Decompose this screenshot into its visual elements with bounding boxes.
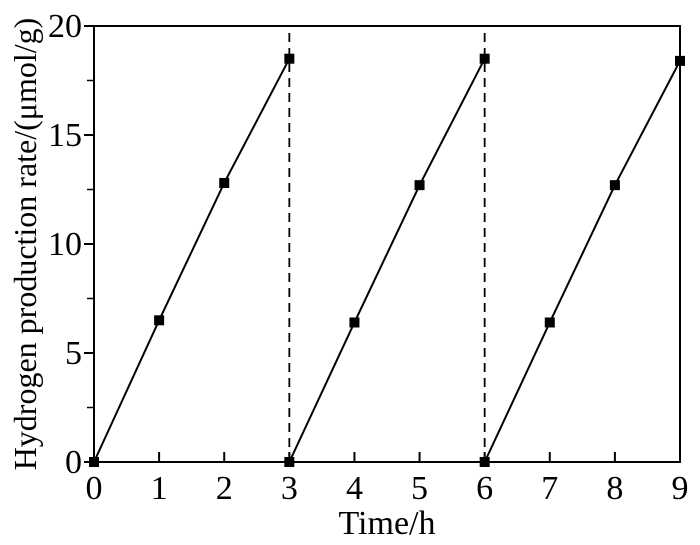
data-point-marker	[544, 317, 555, 328]
series-line-cycle-3	[483, 60, 681, 463]
data-point-marker	[154, 315, 165, 326]
x-axis-title: Time/h	[338, 505, 435, 542]
y-tick-label: 20	[48, 8, 82, 45]
y-tick-label: 15	[48, 117, 82, 154]
x-tick-label: 3	[281, 470, 298, 507]
data-point-marker	[284, 53, 295, 64]
data-point-marker	[349, 317, 360, 328]
x-tick-label: 4	[346, 470, 363, 507]
data-point-marker	[284, 457, 295, 467]
y-tick-label: 10	[48, 226, 82, 263]
x-tick-label: 6	[476, 470, 493, 507]
series-line-cycle-1	[93, 58, 291, 463]
x-tick-label: 8	[606, 470, 623, 507]
x-tick-label: 2	[216, 470, 233, 507]
x-tick-label: 9	[672, 470, 689, 507]
data-point-marker	[89, 457, 99, 467]
x-tick-label: 0	[86, 470, 103, 507]
data-point-marker	[675, 55, 685, 66]
series-line-cycle-2	[288, 58, 486, 463]
data-point-marker	[219, 177, 230, 188]
data-point-marker	[414, 180, 425, 191]
y-tick-label: 0	[65, 444, 82, 481]
data-point-marker	[609, 180, 620, 191]
plot-border	[93, 25, 681, 463]
y-tick-label: 5	[65, 335, 82, 372]
data-point-marker	[479, 457, 490, 467]
x-tick-label: 7	[541, 470, 558, 507]
data-point-marker	[479, 53, 490, 64]
x-tick-label: 5	[411, 470, 428, 507]
y-axis-title: Hydrogen production rate/(μmol/g)	[7, 18, 43, 471]
x-tick-label: 1	[151, 470, 168, 507]
